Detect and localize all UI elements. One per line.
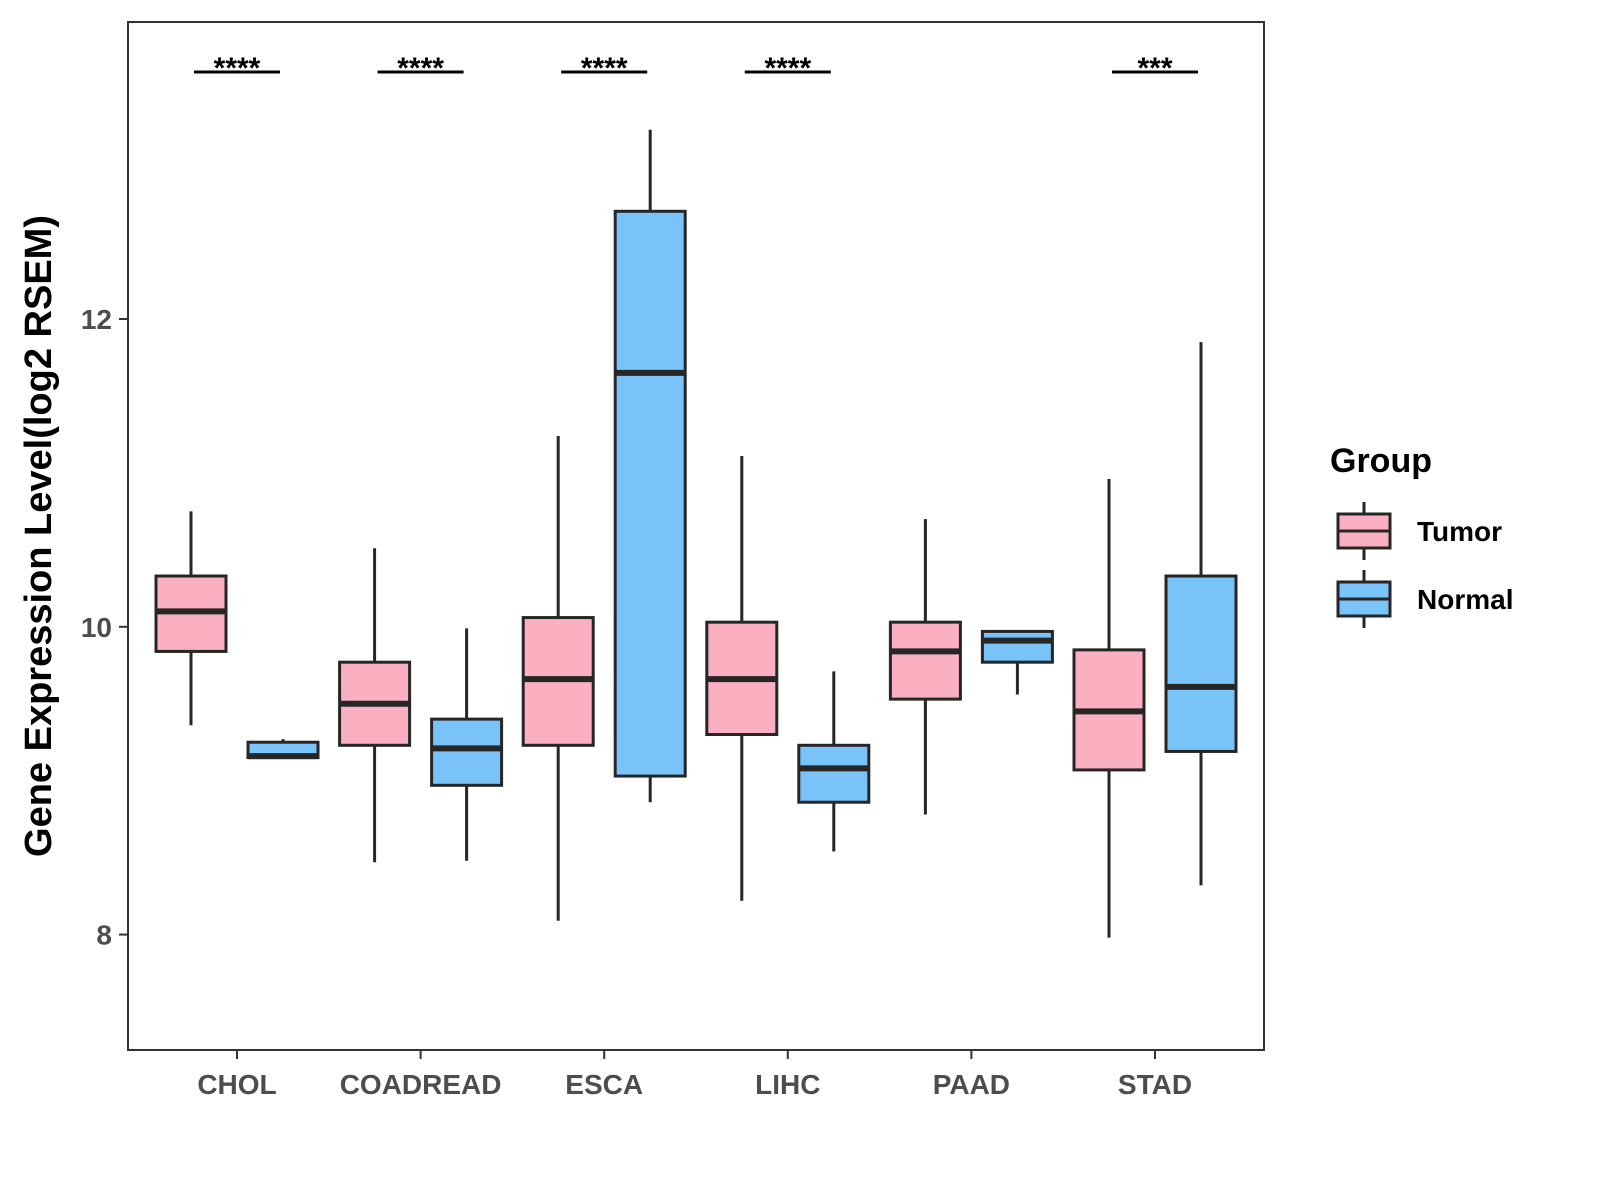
box-normal-coadread (430, 628, 504, 861)
box-tumor-coadread (338, 548, 412, 863)
legend-key-normal: Normal (1336, 570, 1513, 628)
significance-label: **** (397, 52, 444, 85)
box-normal-paad (980, 629, 1054, 695)
iqr-box (430, 717, 504, 787)
x-tick-label: CHOL (197, 1069, 276, 1100)
box-tumor-chol (154, 511, 228, 726)
significance-label: **** (214, 52, 261, 85)
legend: Group Tumor Normal (1330, 442, 1513, 628)
iqr-box (888, 620, 962, 701)
y-tick-label: 8 (96, 920, 112, 951)
significance-label: *** (1137, 52, 1172, 85)
box-normal-lihc (797, 671, 871, 852)
box-tumor-stad (1072, 479, 1146, 938)
x-tick-label: ESCA (565, 1069, 643, 1100)
box-normal-chol (246, 739, 320, 760)
y-axis-label: Gene Expression Level(log2 RSEM) (18, 215, 60, 857)
iqr-box (980, 629, 1054, 664)
iqr-box (613, 209, 687, 778)
box-tumor-lihc (705, 455, 779, 901)
legend-label: Tumor (1417, 516, 1502, 547)
y-axis: 8 10 12 (81, 304, 128, 951)
y-tick-label: 12 (81, 304, 112, 335)
iqr-box (1164, 574, 1238, 753)
box-tumor-esca (521, 435, 595, 921)
box-normal-stad (1164, 342, 1238, 886)
legend-title: Group (1330, 442, 1432, 480)
significance-label: **** (764, 52, 811, 85)
legend-label: Normal (1417, 584, 1513, 615)
plot-marks: **** **** **** **** *** (154, 52, 1238, 938)
x-tick-label: LIHC (755, 1069, 820, 1100)
plot-panel-border (127, 21, 1265, 1051)
x-tick-label: STAD (1118, 1069, 1192, 1100)
x-axis: CHOL COADREAD ESCA LIHC PAAD STAD (197, 1050, 1192, 1100)
box-normal-esca (613, 129, 687, 803)
box-tumor-paad (888, 519, 962, 815)
x-tick-label: PAAD (933, 1069, 1010, 1100)
iqr-box (797, 743, 871, 804)
y-tick-label: 10 (81, 612, 112, 643)
legend-key-tumor: Tumor (1336, 502, 1502, 560)
x-tick-label: COADREAD (340, 1069, 502, 1100)
significance-label: **** (581, 52, 628, 85)
